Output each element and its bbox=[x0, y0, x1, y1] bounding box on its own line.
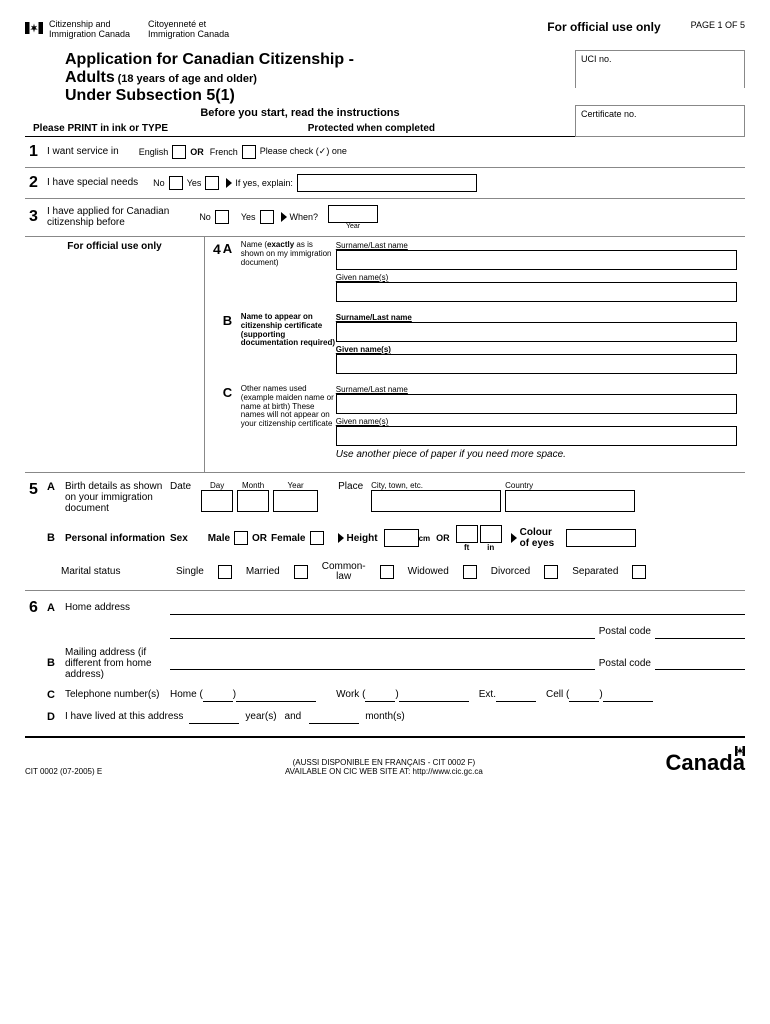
form-code: CIT 0002 (07-2005) E bbox=[25, 767, 102, 776]
q1-text: I want service in bbox=[47, 146, 119, 157]
question-3: 3 I have applied for Canadian citizenshi… bbox=[25, 199, 745, 237]
q1-english-checkbox[interactable] bbox=[172, 145, 186, 159]
sec4a-surname-input[interactable] bbox=[336, 250, 737, 270]
home-phone-input[interactable] bbox=[236, 688, 316, 702]
birth-year-input[interactable] bbox=[273, 490, 318, 512]
section-4: For official use only 4 A Name (exactly … bbox=[25, 237, 745, 473]
home-area-input[interactable] bbox=[203, 688, 233, 702]
height-in-input[interactable] bbox=[480, 525, 502, 543]
instructions-print: Please PRINT in ink or TYPE bbox=[33, 123, 168, 134]
work-phone-input[interactable] bbox=[399, 688, 469, 702]
q2-text: I have special needs bbox=[47, 177, 138, 188]
cell-phone-input[interactable] bbox=[603, 688, 653, 702]
instructions-block: Before you start, read the instructions … bbox=[25, 105, 745, 137]
page-footer: CIT 0002 (07-2005) E (AUSSI DISPONIBLE E… bbox=[25, 750, 745, 776]
title-row: Application for Canadian Citizenship - A… bbox=[25, 50, 745, 105]
lived-at-label: I have lived at this address bbox=[65, 711, 183, 722]
question-2: 2 I have special needs No Yes If yes, ex… bbox=[25, 168, 745, 199]
page-header: Citizenship and Immigration Canada Citoy… bbox=[25, 20, 745, 40]
canada-flag-icon bbox=[25, 22, 43, 34]
home-address-line1[interactable] bbox=[170, 601, 745, 615]
q3-no-checkbox[interactable] bbox=[215, 210, 229, 224]
arrow-icon bbox=[338, 533, 344, 543]
instructions-before: Before you start, read the instructions bbox=[25, 107, 575, 119]
sec4-note: Use another piece of paper if you need m… bbox=[336, 449, 737, 460]
sec4b-desc: Name to appear on citizenship certificat… bbox=[241, 313, 336, 377]
sec4c-desc: Other names used (example maiden name or… bbox=[241, 385, 336, 460]
sec5a-desc: Birth details as shown on your immigrati… bbox=[65, 481, 170, 514]
marital-separated-checkbox[interactable] bbox=[632, 565, 646, 579]
marital-common-label: Common-law bbox=[322, 562, 366, 582]
months-input[interactable] bbox=[309, 710, 359, 724]
official-use-header: For official use only bbox=[547, 20, 660, 34]
page-number: PAGE 1 OF 5 bbox=[691, 20, 745, 30]
certificate-box[interactable]: Certificate no. bbox=[575, 105, 745, 137]
sec4a-given-input[interactable] bbox=[336, 282, 737, 302]
birth-country-input[interactable] bbox=[505, 490, 635, 512]
marital-label: Marital status bbox=[61, 566, 166, 577]
height-cm-input[interactable] bbox=[384, 529, 419, 547]
marital-common-checkbox[interactable] bbox=[380, 565, 394, 579]
mailing-address-label: Mailing address (if different from home … bbox=[65, 647, 170, 680]
q1-french-checkbox[interactable] bbox=[242, 145, 256, 159]
sec4c-given-input[interactable] bbox=[336, 426, 737, 446]
sex-female-checkbox[interactable] bbox=[310, 531, 324, 545]
sec4c-surname-input[interactable] bbox=[336, 394, 737, 414]
home-address-label: Home address bbox=[65, 602, 170, 613]
years-input[interactable] bbox=[189, 710, 239, 724]
q2-yes-checkbox[interactable] bbox=[205, 176, 219, 190]
dept-french: Citoyenneté et Immigration Canada bbox=[148, 20, 229, 40]
q2-explain-input[interactable] bbox=[297, 174, 477, 192]
arrow-icon bbox=[511, 533, 517, 543]
sec5b-desc: Personal information bbox=[65, 533, 170, 544]
official-use-column: For official use only bbox=[25, 237, 205, 472]
section-5: 5 A Birth details as shown on your immig… bbox=[25, 473, 745, 591]
q3-year-input[interactable] bbox=[328, 205, 378, 223]
ext-input[interactable] bbox=[496, 688, 536, 702]
marital-married-checkbox[interactable] bbox=[294, 565, 308, 579]
q2-no-checkbox[interactable] bbox=[169, 176, 183, 190]
marital-widowed-checkbox[interactable] bbox=[463, 565, 477, 579]
eye-colour-input[interactable] bbox=[566, 529, 636, 547]
arrow-icon bbox=[281, 212, 287, 222]
marital-single-checkbox[interactable] bbox=[218, 565, 232, 579]
sex-male-checkbox[interactable] bbox=[234, 531, 248, 545]
home-address-line2[interactable] bbox=[170, 625, 595, 639]
canada-wordmark: Canada bbox=[666, 750, 746, 776]
mailing-address-line[interactable] bbox=[170, 656, 595, 670]
instructions-protected: Protected when completed bbox=[308, 123, 435, 134]
sec4b-surname-input[interactable] bbox=[336, 322, 737, 342]
birth-day-input[interactable] bbox=[201, 490, 233, 512]
arrow-icon bbox=[226, 178, 232, 188]
cell-area-input[interactable] bbox=[569, 688, 599, 702]
form-title: Application for Canadian Citizenship - A… bbox=[65, 50, 354, 105]
mailing-postal-input[interactable] bbox=[655, 656, 745, 670]
sec4b-given-input[interactable] bbox=[336, 354, 737, 374]
question-1: 1 I want service in English OR French Pl… bbox=[25, 137, 745, 168]
height-ft-input[interactable] bbox=[456, 525, 478, 543]
sec4a-desc: Name (exactly as is shown on my immigrat… bbox=[241, 241, 336, 305]
section-6: 6 A Home address Postal code B Mailing a… bbox=[25, 591, 745, 738]
work-area-input[interactable] bbox=[365, 688, 395, 702]
home-postal-input[interactable] bbox=[655, 625, 745, 639]
phone-label: Telephone number(s) bbox=[65, 689, 170, 700]
q3-yes-checkbox[interactable] bbox=[260, 210, 274, 224]
birth-city-input[interactable] bbox=[371, 490, 501, 512]
dept-english: Citizenship and Immigration Canada bbox=[49, 20, 130, 40]
uci-box[interactable]: UCI no. bbox=[575, 50, 745, 88]
birth-month-input[interactable] bbox=[237, 490, 269, 512]
marital-divorced-checkbox[interactable] bbox=[544, 565, 558, 579]
